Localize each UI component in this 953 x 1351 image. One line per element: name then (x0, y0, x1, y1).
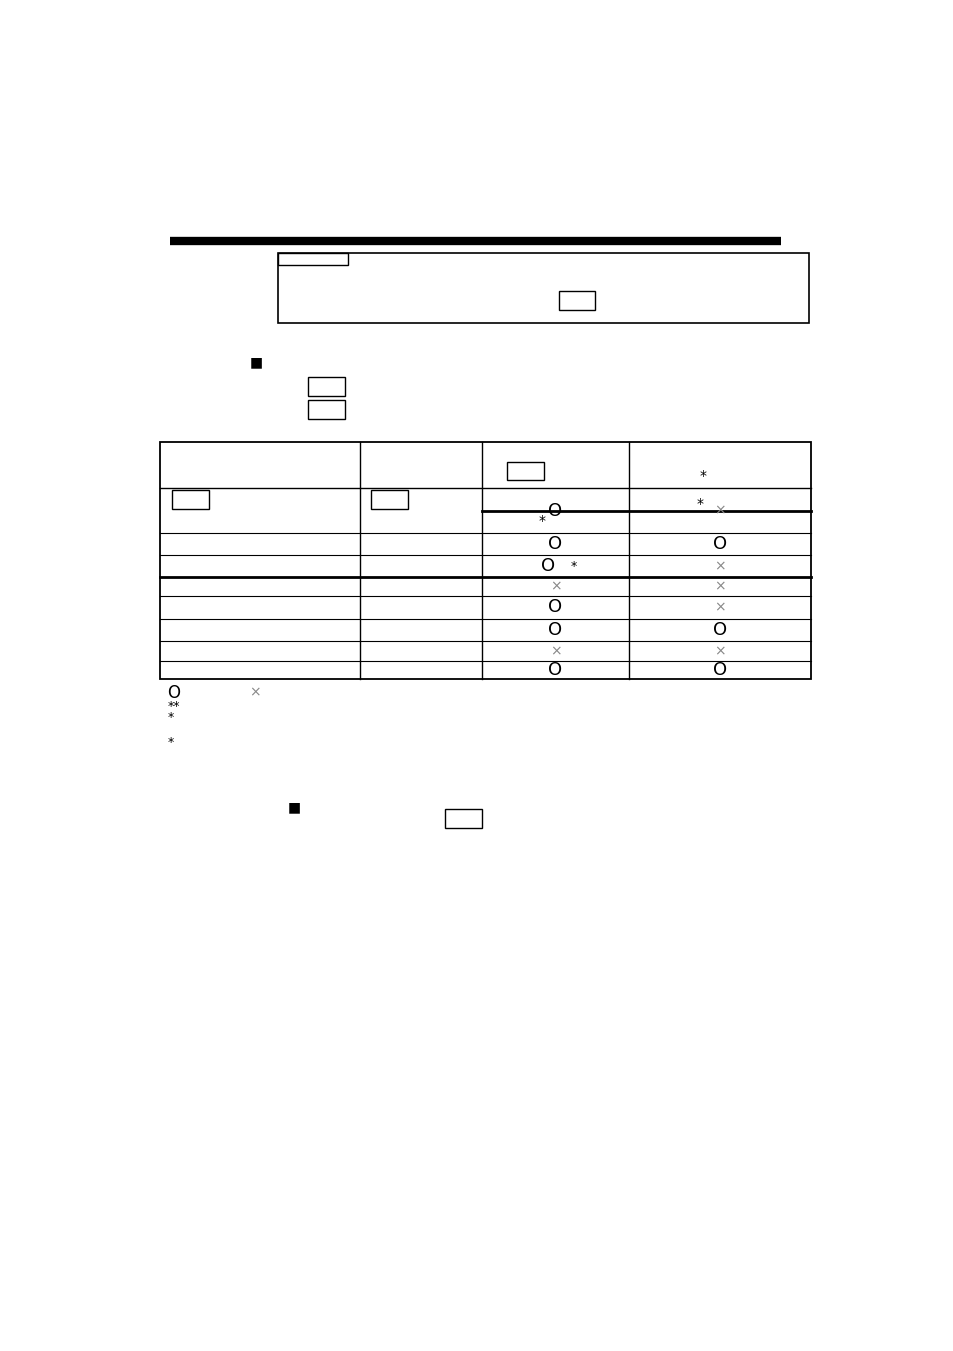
Text: ×: × (549, 580, 560, 593)
Text: O: O (548, 501, 562, 520)
Text: O: O (548, 535, 562, 554)
Text: *: * (167, 736, 173, 748)
Bar (160, 442, 810, 680)
Bar (172, 490, 210, 508)
Text: *: * (700, 469, 706, 484)
Text: O: O (712, 661, 726, 680)
Text: *: * (696, 497, 702, 512)
Bar (308, 377, 344, 396)
Bar (308, 400, 344, 419)
Text: ■: ■ (250, 355, 263, 369)
Text: ×: × (714, 504, 725, 517)
Text: ×: × (714, 644, 725, 658)
Text: O: O (548, 598, 562, 616)
Bar (444, 809, 481, 828)
Text: O: O (540, 557, 555, 576)
Text: O: O (548, 620, 562, 639)
Bar (507, 462, 544, 481)
Text: ■: ■ (288, 800, 300, 815)
Text: O: O (167, 684, 180, 701)
Text: O: O (712, 535, 726, 554)
Text: ×: × (714, 580, 725, 593)
Bar (370, 490, 407, 508)
Bar (278, 253, 808, 323)
Text: ×: × (714, 600, 725, 615)
Text: ×: × (714, 559, 725, 573)
Text: ×: × (249, 686, 260, 700)
Text: **: ** (167, 700, 179, 713)
Bar (278, 253, 348, 265)
Text: O: O (712, 620, 726, 639)
Text: ×: × (549, 644, 560, 658)
Text: *: * (167, 711, 173, 724)
Text: *: * (538, 513, 545, 528)
Bar (558, 290, 594, 309)
Text: O: O (548, 661, 562, 680)
Text: *: * (570, 559, 577, 573)
